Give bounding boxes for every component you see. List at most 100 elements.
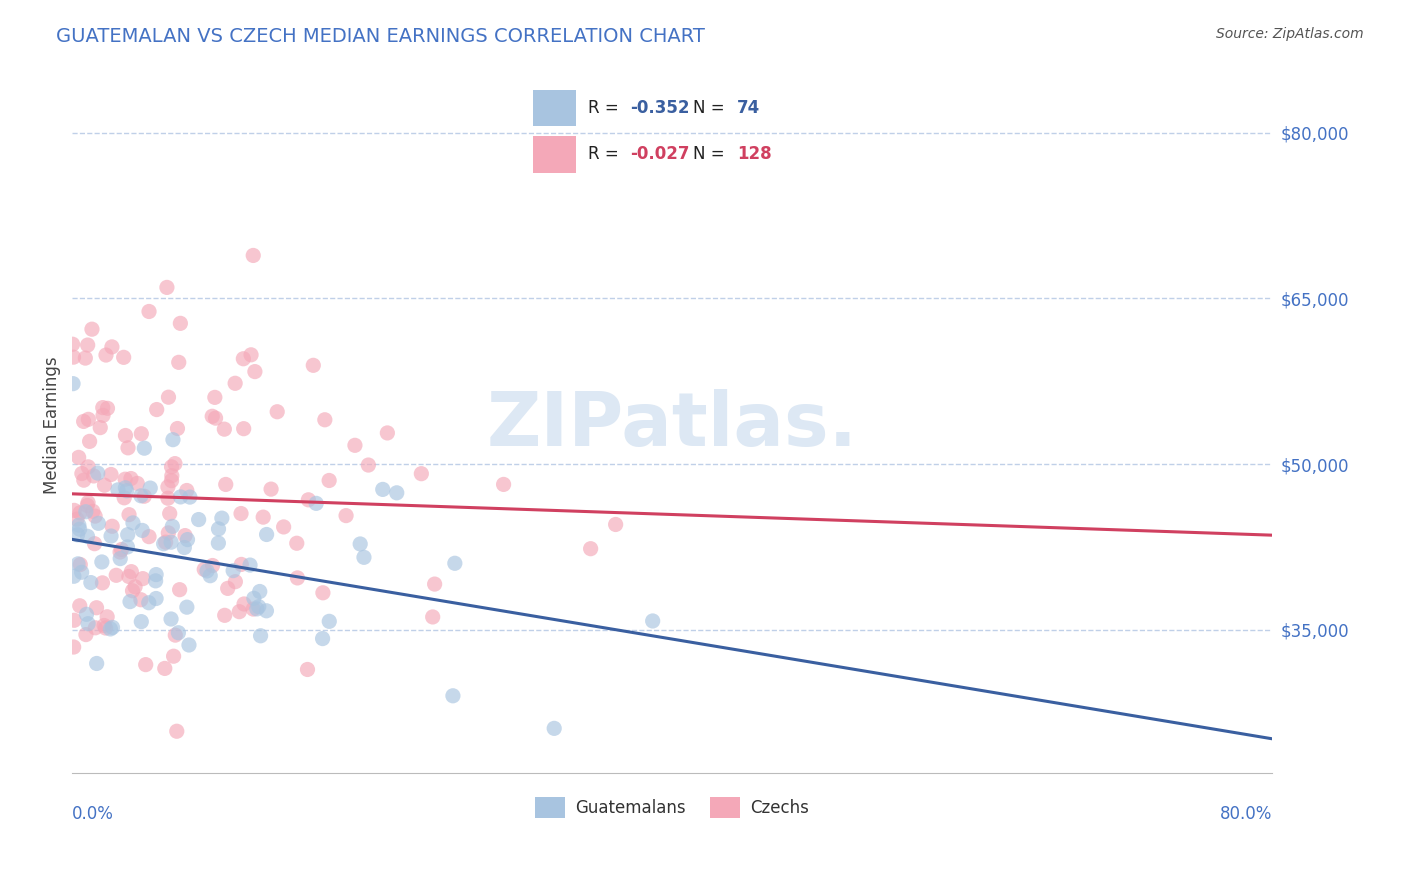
Point	[156, 491, 179, 506]
Point	[224, 574, 246, 589]
Point	[160, 612, 183, 626]
Point	[121, 583, 143, 598]
Point	[159, 507, 181, 521]
Point	[134, 441, 156, 455]
Point	[76, 499, 98, 513]
Point	[233, 597, 256, 611]
Point	[207, 522, 229, 536]
Point	[131, 524, 153, 538]
Point	[157, 525, 180, 540]
Point	[256, 527, 278, 541]
Point	[138, 530, 160, 544]
Point	[243, 365, 266, 379]
Point	[77, 495, 100, 509]
Point	[129, 592, 152, 607]
Point	[311, 632, 333, 646]
Point	[232, 351, 254, 366]
Point	[215, 477, 238, 491]
Point	[115, 483, 138, 498]
Point	[297, 663, 319, 677]
Point	[214, 608, 236, 623]
Point	[114, 472, 136, 486]
Point	[114, 481, 136, 495]
Point	[187, 512, 209, 526]
Point	[411, 467, 433, 481]
Point	[91, 575, 114, 590]
Point	[204, 411, 226, 425]
Point	[167, 355, 190, 369]
Point	[83, 469, 105, 483]
Point	[543, 722, 565, 736]
Text: R =: R =	[588, 99, 624, 117]
Point	[173, 541, 195, 555]
Point	[232, 422, 254, 436]
Point	[101, 519, 124, 533]
Point	[122, 516, 145, 530]
Point	[152, 537, 174, 551]
Point	[201, 409, 224, 424]
Point	[93, 478, 115, 492]
Point	[231, 558, 253, 572]
Point	[249, 584, 271, 599]
Point	[285, 536, 308, 550]
Point	[63, 569, 86, 583]
Point	[69, 558, 91, 572]
Point	[207, 536, 229, 550]
Point	[252, 510, 274, 524]
Point	[70, 467, 93, 481]
Point	[423, 577, 446, 591]
Point	[118, 594, 141, 608]
Point	[62, 640, 84, 654]
Point	[67, 557, 90, 571]
Point	[176, 483, 198, 498]
Point	[579, 541, 602, 556]
Point	[110, 542, 132, 557]
Point	[377, 425, 399, 440]
Point	[100, 622, 122, 636]
Point	[273, 520, 295, 534]
Point	[297, 492, 319, 507]
Point	[179, 490, 201, 504]
Point	[242, 602, 264, 616]
Point	[90, 555, 112, 569]
Text: -0.027: -0.027	[630, 145, 689, 163]
Point	[145, 402, 167, 417]
Point	[166, 421, 188, 435]
Point	[127, 476, 149, 491]
Point	[100, 529, 122, 543]
Point	[139, 481, 162, 495]
Point	[200, 568, 222, 582]
Point	[100, 467, 122, 482]
Point	[80, 322, 103, 336]
Point	[312, 586, 335, 600]
FancyBboxPatch shape	[533, 136, 576, 173]
Point	[63, 503, 86, 517]
Point	[94, 348, 117, 362]
Text: Source: ZipAtlas.com: Source: ZipAtlas.com	[1216, 27, 1364, 41]
Point	[177, 638, 200, 652]
Point	[343, 438, 366, 452]
Point	[195, 564, 218, 578]
Point	[69, 506, 91, 520]
Point	[62, 350, 84, 364]
Point	[169, 490, 191, 504]
Text: 128: 128	[737, 145, 772, 163]
Point	[101, 620, 124, 634]
Point	[314, 413, 336, 427]
Text: 74: 74	[737, 99, 761, 117]
Point	[117, 540, 139, 554]
Point	[254, 604, 277, 618]
Point	[153, 661, 176, 675]
Point	[91, 409, 114, 423]
Point	[96, 609, 118, 624]
Point	[260, 482, 283, 496]
Point	[118, 508, 141, 522]
Point	[63, 613, 86, 627]
Point	[162, 649, 184, 664]
Point	[67, 450, 90, 465]
Point	[201, 558, 224, 573]
Legend: Guatemalans, Czechs: Guatemalans, Czechs	[529, 790, 815, 824]
Point	[249, 629, 271, 643]
Text: -0.352: -0.352	[630, 99, 689, 117]
FancyBboxPatch shape	[533, 89, 576, 127]
